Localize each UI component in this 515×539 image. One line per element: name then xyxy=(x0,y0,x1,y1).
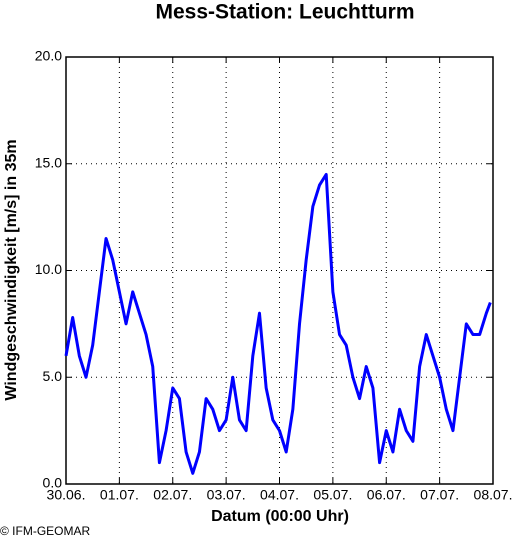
plot-frame xyxy=(65,56,494,485)
x-tick-label: 30.06. xyxy=(47,487,86,503)
credit: © IFM-GEOMAR xyxy=(0,524,91,538)
y-tick-label: 20.0 xyxy=(35,48,62,64)
x-tick-label: 04.07. xyxy=(260,487,299,503)
x-axis-label: Datum (00:00 Uhr) xyxy=(211,508,349,525)
y-tick-label: 5.0 xyxy=(43,368,63,384)
x-tick-label: 01.07. xyxy=(100,487,139,503)
y-tick-label: 0.0 xyxy=(43,475,63,491)
x-tick-label: 07.07. xyxy=(420,487,459,503)
y-axis-label: Windgeschwindigkeit [m/s] in 35m xyxy=(3,139,20,400)
x-tick-label: 05.07. xyxy=(313,487,352,503)
x-tick-label: 03.07. xyxy=(207,487,246,503)
x-tick-label: 02.07. xyxy=(153,487,192,503)
y-tick-label: 15.0 xyxy=(35,154,62,170)
data-line xyxy=(64,172,492,475)
x-tick-label: 06.07. xyxy=(367,487,406,503)
x-tick-label: 08.07. xyxy=(474,487,513,503)
y-tick-label: 10.0 xyxy=(35,261,62,277)
chart-title: Mess-Station: Leuchtturm xyxy=(155,1,414,24)
